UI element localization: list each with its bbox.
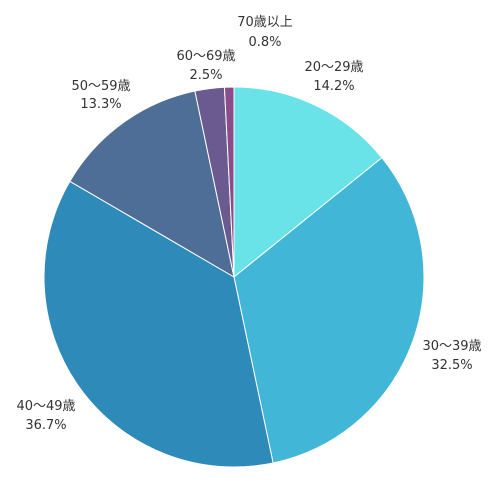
pie-slice-50-59 [69, 90, 235, 278]
slice-label-70-plus: 70歳以上 [237, 15, 293, 30]
slice-value-70-plus: 0.8% [248, 35, 281, 50]
pie-slices [43, 86, 425, 468]
slice-label-40-49: 40〜49歳 [16, 399, 75, 414]
pie-slice-70-plus [223, 86, 235, 278]
slice-label-30-39: 30〜39歳 [422, 339, 481, 354]
pie-slice-30-39 [233, 157, 425, 464]
slice-label-60-69: 60〜69歳 [176, 49, 235, 64]
slice-label-20-29: 20〜29歳 [304, 60, 363, 75]
pie-slice-40-49 [43, 180, 274, 468]
slice-value-40-49: 36.7% [25, 418, 66, 433]
slice-value-50-59: 13.3% [80, 97, 121, 112]
slice-label-50-59: 50〜59歳 [71, 79, 130, 94]
slice-value-30-39: 32.5% [431, 358, 472, 373]
slice-value-60-69: 2.5% [189, 68, 222, 83]
pie-slice-20-29 [233, 86, 383, 279]
pie-labels: 20〜29歳 14.2% 30〜39歳 32.5% 40〜49歳 36.7% 5… [16, 15, 481, 433]
slice-value-20-29: 14.2% [313, 79, 354, 94]
